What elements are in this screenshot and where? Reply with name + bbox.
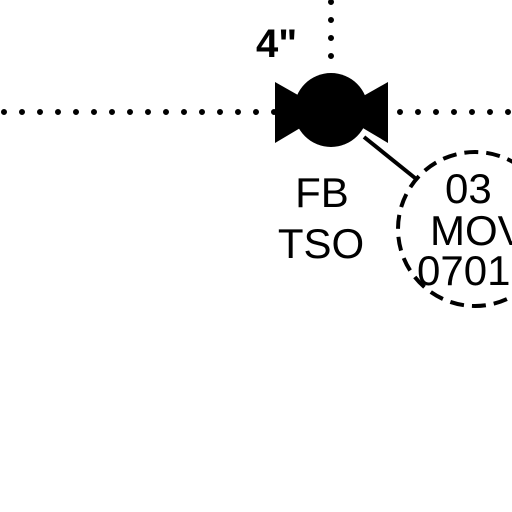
instrument-tag-bubble[interactable] [396,150,512,308]
valve-body [294,73,368,147]
pipe-size-label: 4" [256,22,297,66]
tag-leader-line [362,135,417,180]
instrument-tag-line2: MOV [430,207,512,254]
valve-symbol[interactable] [275,73,388,147]
instrument-tag-line3: 0701 [417,247,510,294]
valve-left-wing [275,82,312,143]
valve-right-wing [351,82,388,143]
valve-label-line1: FB [295,169,349,216]
valve-label-line2: TSO [278,220,364,267]
instrument-tag-line1: 03 [445,165,492,212]
